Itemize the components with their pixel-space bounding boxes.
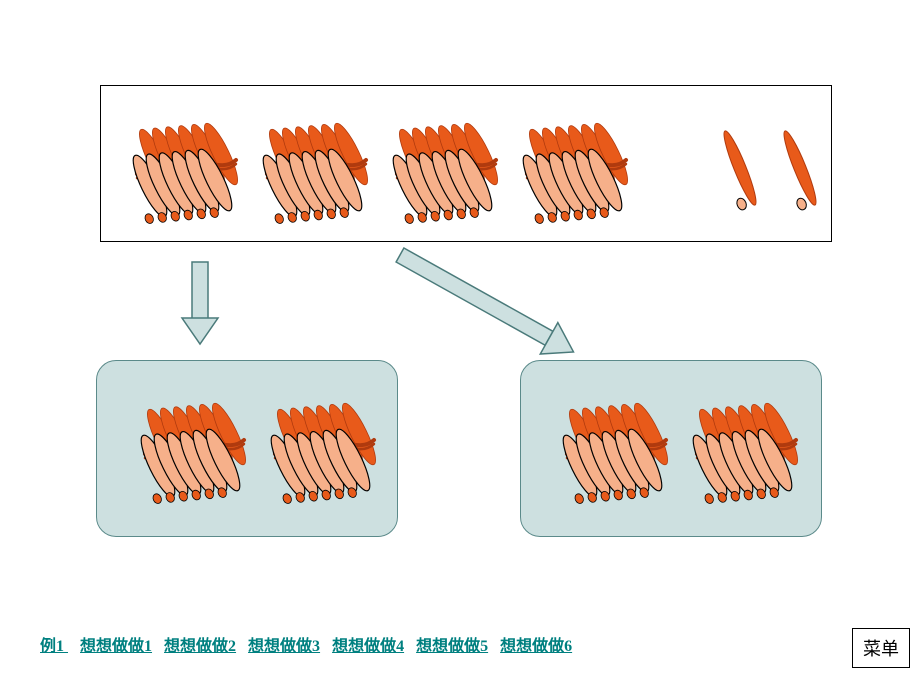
menu-button[interactable]: 菜单 [852,628,910,668]
stick-top-1 [780,120,820,225]
arrow-down-icon [180,260,220,350]
bundle-right-1 [692,390,812,515]
bundle-left-1 [270,390,390,515]
nav-link-6[interactable]: 想想做做6 [500,638,572,655]
nav-link-1[interactable]: 想想做做1 [80,638,152,655]
nav-link-0[interactable]: 例1 [40,638,68,655]
stick-top-0 [720,120,760,225]
bundle-right-0 [562,390,682,515]
bundle-top-0 [132,110,252,235]
nav-links: 例1 想想做做1 想想做做2 想想做做3 想想做做4 想想做做5 想想做做6 [0,632,920,656]
nav-link-2[interactable]: 想想做做2 [164,638,236,655]
arrow-diag-icon [375,245,595,380]
nav-link-3[interactable]: 想想做做3 [248,638,320,655]
menu-label: 菜单 [863,639,899,659]
bundle-top-3 [522,110,642,235]
bundle-top-2 [392,110,512,235]
nav-link-4[interactable]: 想想做做4 [332,638,404,655]
nav-link-5[interactable]: 想想做做5 [416,638,488,655]
bundle-top-1 [262,110,382,235]
bundle-left-0 [140,390,260,515]
